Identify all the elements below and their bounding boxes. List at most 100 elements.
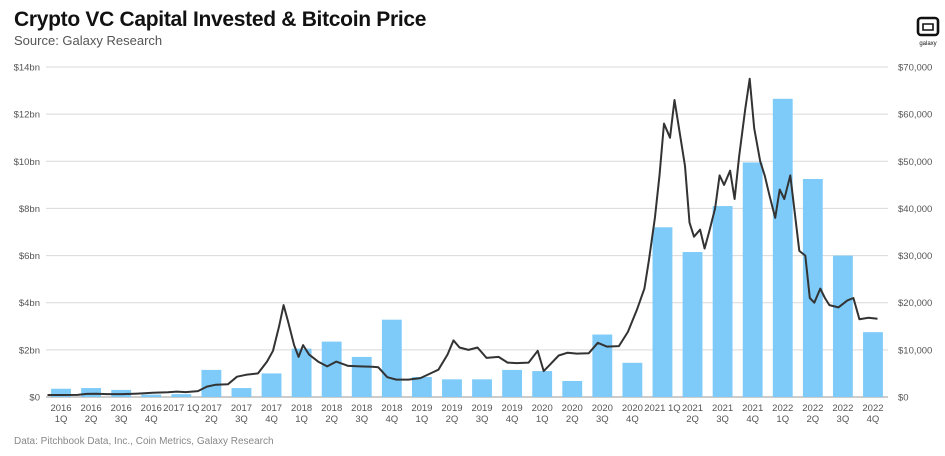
vc-capital-bar — [502, 369, 523, 397]
vc-capital-bar — [411, 376, 432, 397]
x-tick-label-quarter: 1Q — [55, 414, 68, 425]
data-source-note: Data: Pitchbook Data, Inc., Coin Metrics… — [14, 436, 274, 447]
vc-capital-bar — [291, 348, 312, 397]
x-tick-label-year: 2020 — [622, 403, 643, 414]
vc-capital-bar — [171, 394, 192, 397]
x-tick-label-year: 2021 — [742, 403, 763, 414]
x-tick-label-year: 2022 — [862, 403, 883, 414]
vc-capital-bar — [261, 373, 282, 397]
x-tick-label-year: 2016 — [141, 403, 162, 414]
x-tick-label-year: 2022 — [772, 403, 793, 414]
x-tick-label-quarter: 2Q — [446, 414, 459, 425]
x-tick-label-quarter: 3Q — [235, 414, 248, 425]
left-tick-label: $4bn — [19, 298, 40, 309]
vc-capital-bar — [532, 371, 553, 397]
x-tick-label-year: 2020 — [592, 403, 613, 414]
x-tick-label-year: 2017 — [201, 403, 222, 414]
x-tick-label-quarter: 3Q — [716, 414, 729, 425]
vc-capital-bar — [772, 98, 793, 398]
x-tick-label-quarter: 2Q — [806, 414, 819, 425]
x-tick-label-year: 2021 — [712, 403, 733, 414]
right-y-axis: $0 $10,000 $20,000 $30,000 $40,000 $50,000 $60… — [898, 63, 932, 404]
x-tick-label-quarter: 4Q — [145, 414, 158, 425]
vc-capital-bar — [231, 388, 252, 397]
vc-capital-bar — [562, 380, 583, 397]
x-tick-label-year: 2019 — [471, 403, 492, 414]
x-tick-label-quarter: 4Q — [626, 414, 639, 425]
x-tick-label-quarter: 3Q — [476, 414, 489, 425]
left-tick-label: $12bn — [14, 110, 40, 121]
x-tick-label-quarter: 3Q — [115, 414, 128, 425]
x-tick-label-quarter: 2Q — [325, 414, 338, 425]
x-tick-label-year: 2021 — [682, 403, 703, 414]
x-tick-label-quarter: 2Q — [205, 414, 218, 425]
vc-capital-bar — [622, 362, 643, 397]
x-tick-label-year: 2022 — [832, 403, 853, 414]
x-tick-label-year: 2019 — [441, 403, 462, 414]
x-tick-label-year: 2022 — [802, 403, 823, 414]
vc-capital-bar — [321, 341, 342, 397]
right-tick-label: $50,000 — [898, 157, 932, 168]
left-y-axis: $0 $2bn $4bn $6bn $8bn $10bn $12bn $14bn — [14, 63, 40, 404]
vc-capital-bar — [442, 379, 462, 397]
vc-capital-bar — [201, 369, 222, 397]
bitcoin-price-line — [47, 77, 878, 396]
x-tick-label-quarter: 4Q — [746, 414, 759, 425]
x-tick-label-year: 2019 — [502, 403, 523, 414]
x-tick-label-quarter: 4Q — [506, 414, 519, 425]
vc-capital-bar — [682, 252, 703, 397]
left-tick-label: $14bn — [14, 63, 40, 74]
x-tick-label-quarter: 1Q — [776, 414, 789, 425]
chart-title: Crypto VC Capital Invested & Bitcoin Pri… — [14, 8, 427, 31]
capital-invested-bars — [51, 98, 883, 398]
left-tick-label: $0 — [29, 393, 40, 404]
x-tick-label-year: 2019 — [411, 403, 432, 414]
bitcoin-price-path — [47, 77, 878, 396]
x-tick-label-year: 2021 1Q — [644, 403, 680, 414]
vc-capital-bar — [592, 334, 613, 397]
x-tick-label-year: 2016 — [81, 403, 102, 414]
x-tick-label-year: 2018 — [291, 403, 312, 414]
right-tick-label: $60,000 — [898, 110, 932, 121]
right-tick-label: $0 — [898, 393, 909, 404]
x-tick-label-quarter: 3Q — [596, 414, 609, 425]
x-tick-label-year: 2018 — [321, 403, 342, 414]
left-tick-label: $6bn — [19, 251, 40, 262]
chart-subtitle: Source: Galaxy Research — [14, 33, 163, 48]
x-tick-label-quarter: 2Q — [566, 414, 579, 425]
logo-wordmark: galaxy — [919, 41, 936, 47]
vc-capital-bar — [863, 332, 883, 397]
vc-capital-bar — [832, 255, 853, 397]
x-tick-label-year: 2017 — [231, 403, 252, 414]
x-tick-label-quarter: 3Q — [355, 414, 368, 425]
vc-capital-bar — [81, 388, 102, 397]
vc-capital-bar — [472, 379, 492, 397]
x-tick-label-quarter: 4Q — [265, 414, 278, 425]
x-tick-label-quarter: 4Q — [385, 414, 398, 425]
x-tick-label-year: 2018 — [351, 403, 372, 414]
left-tick-label: $2bn — [19, 345, 40, 356]
x-tick-label-year: 2017 — [261, 403, 282, 414]
vc-capital-bar — [742, 162, 763, 397]
vc-capital-bar — [381, 319, 402, 397]
left-tick-label: $10bn — [14, 157, 40, 168]
x-tick-label-quarter: 3Q — [837, 414, 850, 425]
left-tick-label: $8bn — [19, 204, 40, 215]
right-tick-label: $30,000 — [898, 251, 932, 262]
x-tick-label-quarter: 1Q — [416, 414, 429, 425]
vc-capital-bar — [351, 356, 372, 397]
right-tick-label: $10,000 — [898, 345, 932, 356]
x-tick-label-quarter: 4Q — [867, 414, 880, 425]
x-tick-label-year: 2016 — [50, 403, 71, 414]
right-tick-label: $70,000 — [898, 63, 932, 74]
x-tick-label-year: 2017 1Q — [163, 403, 199, 414]
x-tick-label-year: 2018 — [381, 403, 402, 414]
vc-capital-bar — [51, 388, 71, 397]
x-tick-label-quarter: 2Q — [686, 414, 699, 425]
x-tick-label-year: 2016 — [111, 403, 132, 414]
x-tick-label-quarter: 2Q — [85, 414, 98, 425]
right-tick-label: $20,000 — [898, 298, 932, 309]
x-tick-label-quarter: 1Q — [295, 414, 308, 425]
vc-capital-bar — [141, 394, 162, 397]
